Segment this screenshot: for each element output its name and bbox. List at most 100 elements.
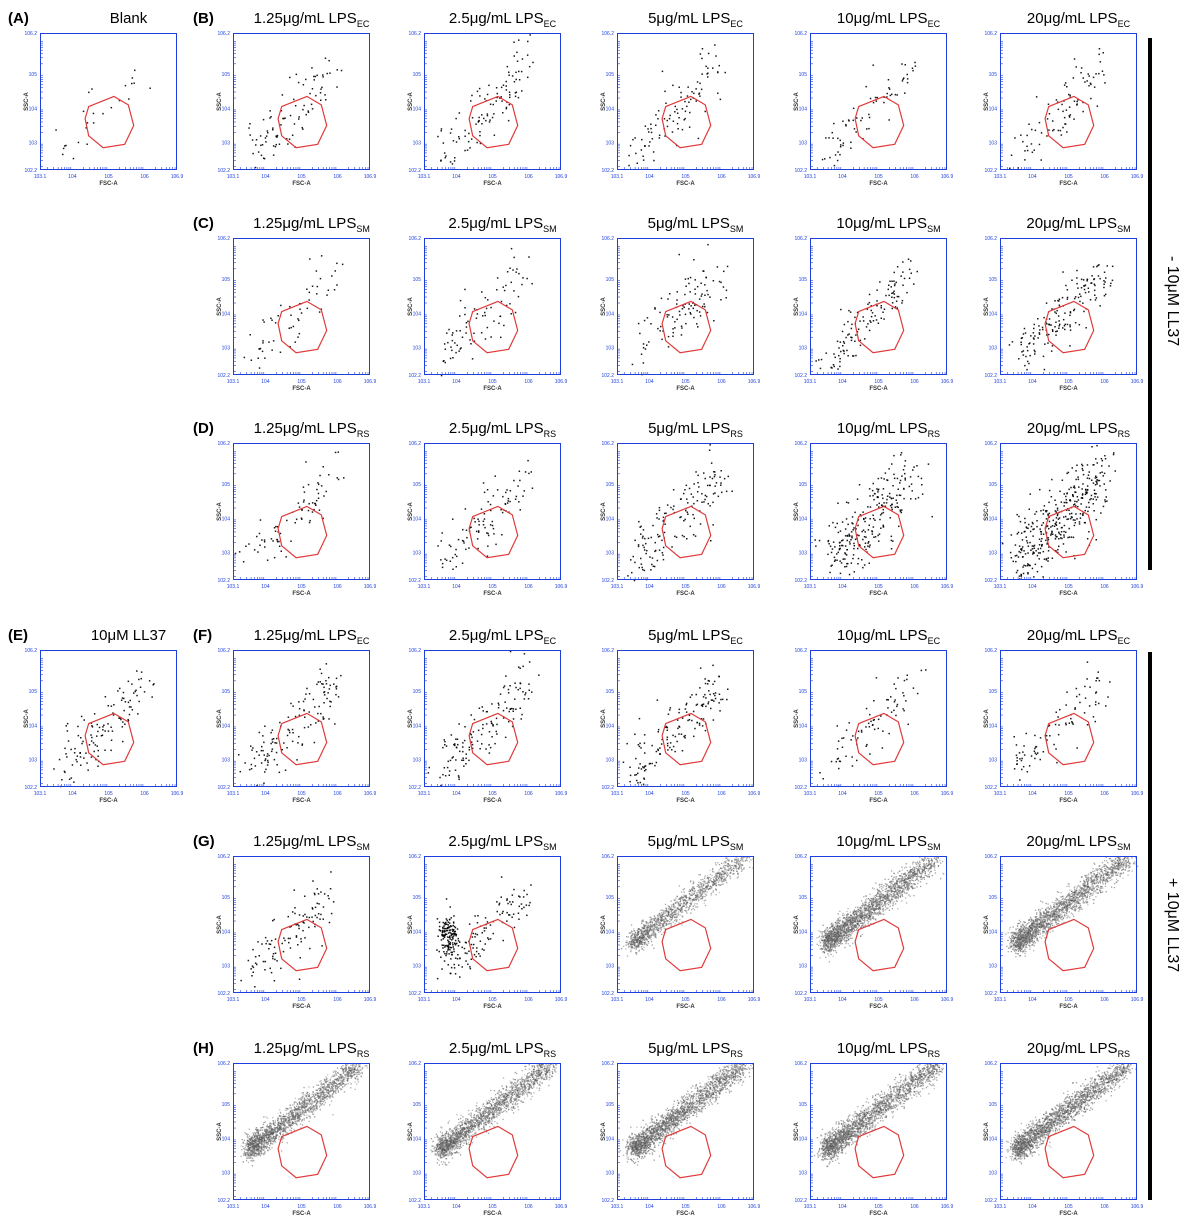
event-point [278, 315, 280, 317]
y-tick-label: 105 [799, 689, 808, 695]
event-point [527, 54, 529, 56]
event-point [491, 723, 493, 725]
event-point [1030, 493, 1032, 495]
event-point [676, 319, 678, 321]
event-point [520, 509, 522, 511]
y-tick-label: 102.2 [217, 991, 230, 997]
event-point [1025, 565, 1027, 567]
event-point [338, 451, 340, 453]
event-point [294, 907, 296, 909]
y-tick-label: 105 [606, 277, 615, 283]
event-point [273, 953, 275, 955]
event-point [296, 935, 298, 937]
event-point [1041, 545, 1043, 547]
event-point [287, 143, 289, 145]
event-point [864, 564, 866, 566]
event-point [271, 940, 273, 942]
event-point [1085, 697, 1087, 699]
event-point [529, 690, 531, 692]
x-tick-label: 106.9 [941, 584, 954, 590]
event-point [837, 523, 839, 525]
event-point [694, 289, 696, 291]
event-point [301, 518, 303, 520]
event-point [1081, 67, 1083, 69]
event-point [1025, 553, 1027, 555]
event-point [509, 303, 511, 305]
event-point [1065, 496, 1067, 498]
y-tick-label: 106.2 [601, 236, 614, 242]
event-point [1103, 280, 1105, 282]
event-point [77, 755, 79, 757]
axes-frame [618, 444, 754, 580]
event-point [312, 88, 314, 90]
event-point [321, 945, 323, 947]
event-point [279, 722, 281, 724]
event-point [707, 294, 709, 296]
tick-marks [233, 451, 368, 580]
event-point [1048, 104, 1050, 106]
event-point [917, 271, 919, 273]
event-point [688, 102, 690, 104]
event-point [496, 733, 498, 735]
x-tick-label: 104 [261, 379, 270, 385]
event-point [1025, 332, 1027, 334]
event-point [836, 560, 838, 562]
event-point [644, 320, 646, 322]
event-point [464, 740, 466, 742]
event-point [494, 135, 496, 137]
event-point [918, 476, 920, 478]
event-point [490, 307, 492, 309]
event-point [701, 502, 703, 504]
x-tick-label: 105 [874, 379, 883, 385]
event-point [441, 130, 443, 132]
event-point [1096, 479, 1098, 481]
event-point [313, 76, 315, 78]
event-point [450, 561, 452, 563]
event-point [519, 471, 521, 473]
event-point [1019, 752, 1021, 754]
event-point [897, 296, 899, 298]
event-point [1105, 489, 1107, 491]
event-point [652, 525, 654, 527]
axes-frame [425, 651, 561, 787]
tick-marks [1000, 41, 1135, 170]
event-point [324, 691, 326, 693]
event-point [440, 559, 442, 561]
event-point [474, 936, 476, 938]
event-point [840, 309, 842, 311]
event-point [1098, 703, 1100, 705]
event-point [634, 137, 636, 139]
event-point [654, 566, 656, 568]
event-point [444, 343, 446, 345]
x-tick-label: 104 [1028, 791, 1037, 797]
event-point [77, 726, 79, 728]
event-point [904, 465, 906, 467]
event-point [895, 715, 897, 717]
event-point [79, 752, 81, 754]
event-point [1099, 485, 1101, 487]
y-tick-label: 103 [989, 141, 998, 147]
event-point [290, 315, 292, 317]
y-tick-label: 106.2 [601, 648, 614, 654]
x-tick-label: 104 [1028, 174, 1037, 180]
event-point [821, 359, 823, 361]
event-point [507, 66, 509, 68]
event-point [447, 767, 449, 769]
event-point [450, 906, 452, 908]
event-point [713, 719, 715, 721]
event-point [714, 474, 716, 476]
event-point [529, 902, 531, 904]
event-point [892, 485, 894, 487]
event-point [330, 888, 332, 890]
event-point [673, 505, 675, 507]
event-point [462, 529, 464, 531]
event-point [867, 304, 869, 306]
event-point [679, 87, 681, 89]
x-tick-label: 106 [140, 791, 149, 797]
event-point [645, 553, 647, 555]
event-point [1076, 696, 1078, 698]
tick-marks [233, 864, 368, 993]
event-point [73, 781, 75, 783]
